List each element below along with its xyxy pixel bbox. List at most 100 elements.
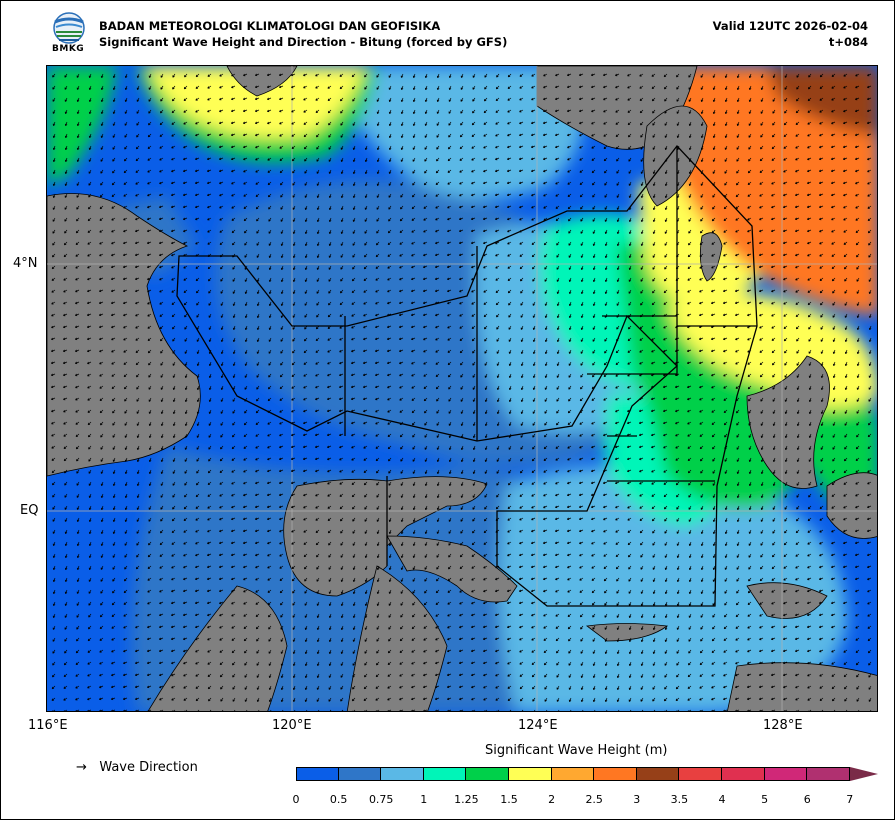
wave-arrow — [484, 481, 488, 486]
wave-arrow — [279, 145, 284, 149]
wave-arrow — [470, 205, 476, 209]
wave-arrow — [231, 181, 236, 185]
wave-arrow — [531, 493, 536, 497]
wave-arrow — [52, 157, 56, 163]
wave-arrow — [256, 349, 260, 354]
wave-arrow — [436, 457, 440, 462]
wave-arrow — [315, 97, 320, 101]
wave-arrow — [316, 193, 320, 198]
wave-arrow — [51, 265, 56, 270]
wave-height-map[interactable] — [46, 65, 878, 712]
wave-arrow — [532, 409, 536, 414]
wave-arrow — [568, 337, 572, 342]
wave-arrow — [638, 409, 644, 413]
wave-arrow — [268, 325, 272, 330]
wave-arrow — [171, 133, 176, 137]
wave-arrow — [700, 517, 704, 522]
wave-arrow — [712, 445, 716, 450]
wave-arrow — [627, 349, 632, 353]
wave-arrow — [496, 457, 500, 462]
wave-arrow — [770, 265, 776, 269]
wave-arrow — [723, 361, 728, 365]
wave-arrow — [784, 385, 788, 390]
wave-arrow — [88, 529, 92, 535]
wave-arrow — [388, 517, 392, 522]
wave-arrow — [376, 481, 380, 486]
wave-arrow — [602, 457, 608, 461]
wave-arrow — [160, 397, 164, 402]
wave-arrow — [591, 529, 596, 533]
wave-arrow — [280, 193, 284, 198]
wave-arrow — [556, 337, 560, 343]
wave-arrow — [412, 121, 416, 126]
wave-arrow — [831, 109, 836, 113]
wave-arrow — [603, 421, 608, 425]
wave-arrow — [243, 421, 248, 426]
wave-arrow — [292, 193, 296, 198]
wave-arrow — [747, 229, 752, 233]
wave-arrow — [147, 133, 152, 138]
wave-arrow — [339, 301, 344, 306]
wave-arrow — [604, 325, 608, 330]
wave-arrow — [520, 301, 524, 306]
wave-arrow — [520, 457, 524, 462]
wave-arrow — [292, 217, 296, 222]
wave-arrow — [303, 481, 308, 485]
wave-arrow — [592, 313, 596, 318]
wave-arrow — [640, 265, 644, 270]
wave-arrow — [436, 97, 440, 102]
wave-arrow — [111, 385, 116, 390]
wave-arrow — [424, 505, 428, 511]
wave-arrow — [627, 73, 632, 77]
wave-arrow — [542, 145, 548, 149]
wave-arrow — [112, 145, 116, 150]
wave-arrow — [866, 529, 872, 533]
wave-arrow — [614, 469, 620, 473]
wave-arrow — [448, 397, 452, 402]
wave-arrow — [712, 481, 716, 486]
wave-arrow — [796, 493, 800, 498]
wave-arrow — [747, 217, 752, 221]
wave-arrow — [759, 229, 764, 233]
wave-arrow — [375, 301, 380, 305]
wave-arrow — [422, 313, 428, 317]
wave-arrow — [159, 121, 164, 126]
wave-arrow — [483, 109, 488, 114]
wave-arrow — [364, 493, 368, 498]
wave-arrow — [700, 85, 704, 90]
wave-arrow — [640, 217, 644, 223]
wave-arrow — [772, 397, 776, 402]
wave-arrow — [51, 469, 56, 474]
wave-arrow — [532, 445, 536, 450]
wave-arrow — [579, 433, 584, 437]
wave-arrow — [531, 217, 536, 221]
wave-arrow — [338, 397, 344, 401]
wave-arrow — [254, 517, 260, 521]
wave-arrow — [124, 457, 128, 462]
wave-arrow — [832, 349, 836, 354]
wave-arrow — [532, 397, 536, 402]
wave-arrow — [160, 445, 164, 451]
wave-arrow — [124, 85, 128, 91]
wave-arrow — [459, 301, 464, 305]
wave-arrow — [435, 205, 440, 209]
wave-arrow — [627, 361, 632, 365]
wave-arrow — [75, 385, 80, 389]
wave-arrow — [266, 493, 272, 497]
wave-arrow — [448, 85, 452, 90]
wave-arrow — [784, 373, 788, 378]
wave-arrow — [470, 217, 476, 221]
wave-arrow — [232, 409, 236, 414]
wave-arrow — [471, 157, 476, 161]
wave-arrow — [88, 541, 92, 547]
wave-arrow — [62, 349, 68, 353]
wave-arrow — [519, 493, 524, 497]
colorbar-tick-label: 7 — [846, 793, 854, 806]
wave-arrow — [207, 217, 212, 221]
wave-arrow — [327, 85, 332, 89]
wave-arrow — [651, 517, 656, 522]
wave-arrow — [483, 157, 488, 161]
wave-arrow — [723, 277, 728, 281]
wave-arrow — [831, 277, 836, 282]
wave-arrow — [567, 409, 572, 414]
